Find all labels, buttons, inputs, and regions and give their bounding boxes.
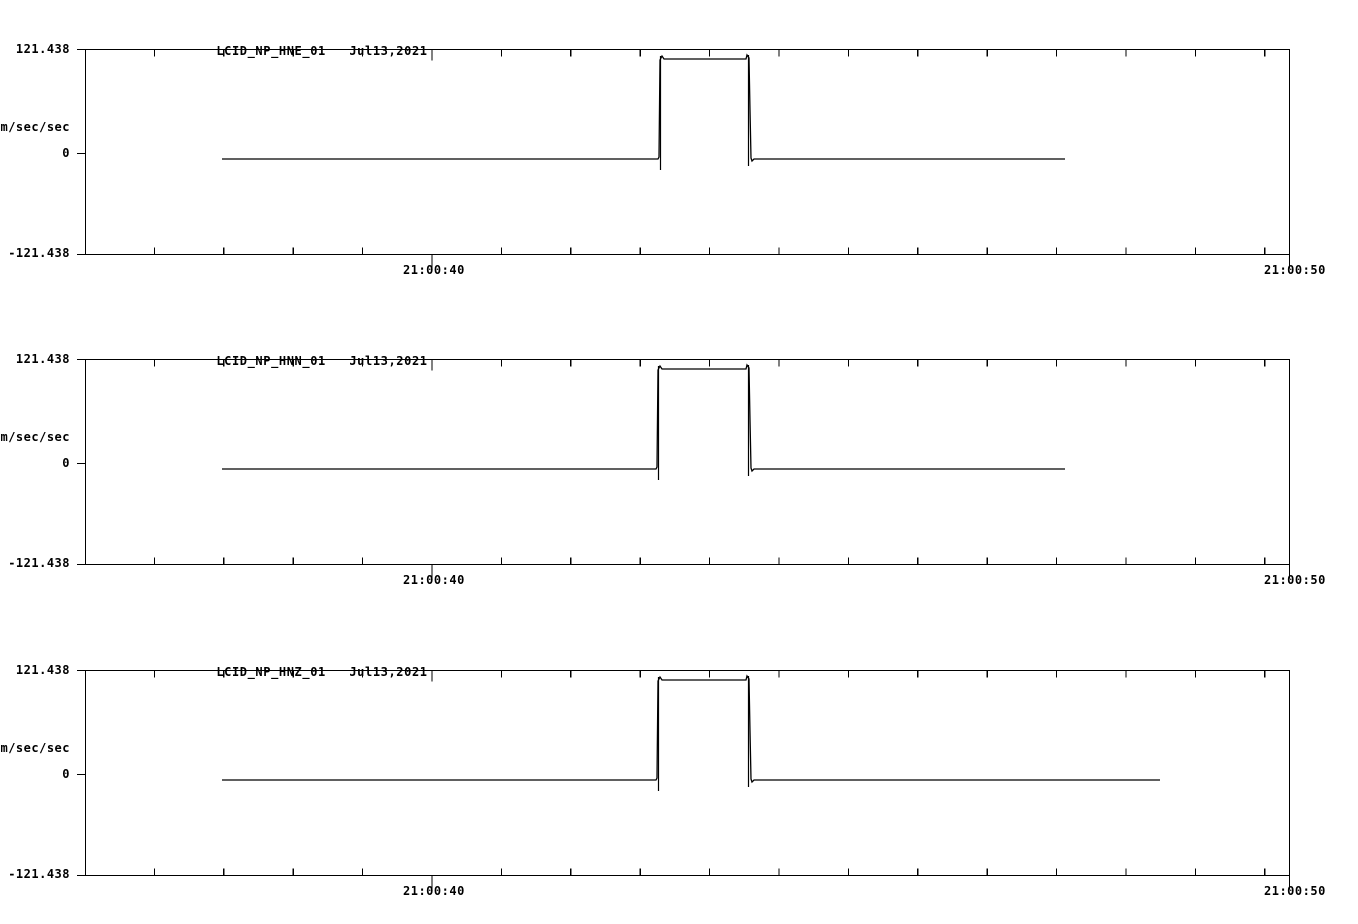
panel-date-label: Jul13,2021	[349, 354, 428, 368]
x-major-ticks	[431, 359, 1291, 579]
waveform-trace-hne	[222, 53, 1065, 163]
x-minor-ticks	[153, 670, 1266, 876]
seismogram-panel-hnn: LCID_NP_HNN_01 Jul13,2021 121.438 cm/sec…	[0, 310, 1358, 610]
x-tick-label-mid: 21:00:40	[403, 263, 465, 277]
panel-station-label: LCID_NP_HNN_01	[216, 354, 326, 368]
y-axis-unit-label: cm/sec/sec	[0, 120, 70, 134]
plot-area-hnz	[77, 669, 1291, 890]
waveform-edge-spikes-hne	[659, 55, 750, 170]
seismogram-panel-hnz: LCID_NP_HNZ_01 Jul13,2021 121.438 cm/sec…	[0, 621, 1358, 921]
y-axis-max-label: 121.438	[15, 352, 70, 366]
panel-date-label: Jul13,2021	[349, 665, 428, 679]
panel-title-hnz: LCID_NP_HNZ_01 Jul13,2021	[185, 654, 428, 690]
y-axis-unit-label: cm/sec/sec	[0, 741, 70, 755]
y-axis-zero-label: 0	[62, 456, 70, 470]
panel-station-label: LCID_NP_HNZ_01	[216, 665, 326, 679]
x-tick-label-right: 21:00:50	[1264, 884, 1326, 898]
x-tick-label-mid: 21:00:40	[403, 573, 465, 587]
y-axis-min-label: -121.438	[8, 867, 70, 881]
x-minor-ticks	[153, 49, 1266, 255]
y-axis-max-label: 121.438	[15, 663, 70, 677]
seismogram-panel-hne: LCID_NP_HNE_01 Jul13,2021 121.438 cm/sec…	[0, 0, 1358, 300]
waveform-edge-spikes-hnn	[657, 365, 750, 480]
y-axis-unit-label: cm/sec/sec	[0, 430, 70, 444]
panel-title-hnn: LCID_NP_HNN_01 Jul13,2021	[185, 343, 428, 379]
x-tick-label-mid: 21:00:40	[403, 884, 465, 898]
x-minor-ticks	[153, 359, 1266, 565]
y-axis-zero-label: 0	[62, 146, 70, 160]
panel-title-hne: LCID_NP_HNE_01 Jul13,2021	[185, 33, 428, 69]
panel-station-label: LCID_NP_HNE_01	[216, 44, 326, 58]
x-tick-label-right: 21:00:50	[1264, 263, 1326, 277]
waveform-trace-hnn	[222, 363, 1065, 473]
y-axis-max-label: 121.438	[15, 42, 70, 56]
y-axis-zero-label: 0	[62, 767, 70, 781]
plot-area-hnn	[77, 358, 1291, 579]
x-major-ticks	[431, 49, 1291, 269]
waveform-trace-hnz	[222, 674, 1160, 784]
waveform-edge-spikes-hnz	[657, 676, 750, 791]
y-axis-min-label: -121.438	[8, 246, 70, 260]
plot-area-hne	[77, 48, 1291, 269]
x-major-ticks	[431, 670, 1291, 890]
x-tick-label-right: 21:00:50	[1264, 573, 1326, 587]
y-axis-min-label: -121.438	[8, 556, 70, 570]
panel-date-label: Jul13,2021	[349, 44, 428, 58]
